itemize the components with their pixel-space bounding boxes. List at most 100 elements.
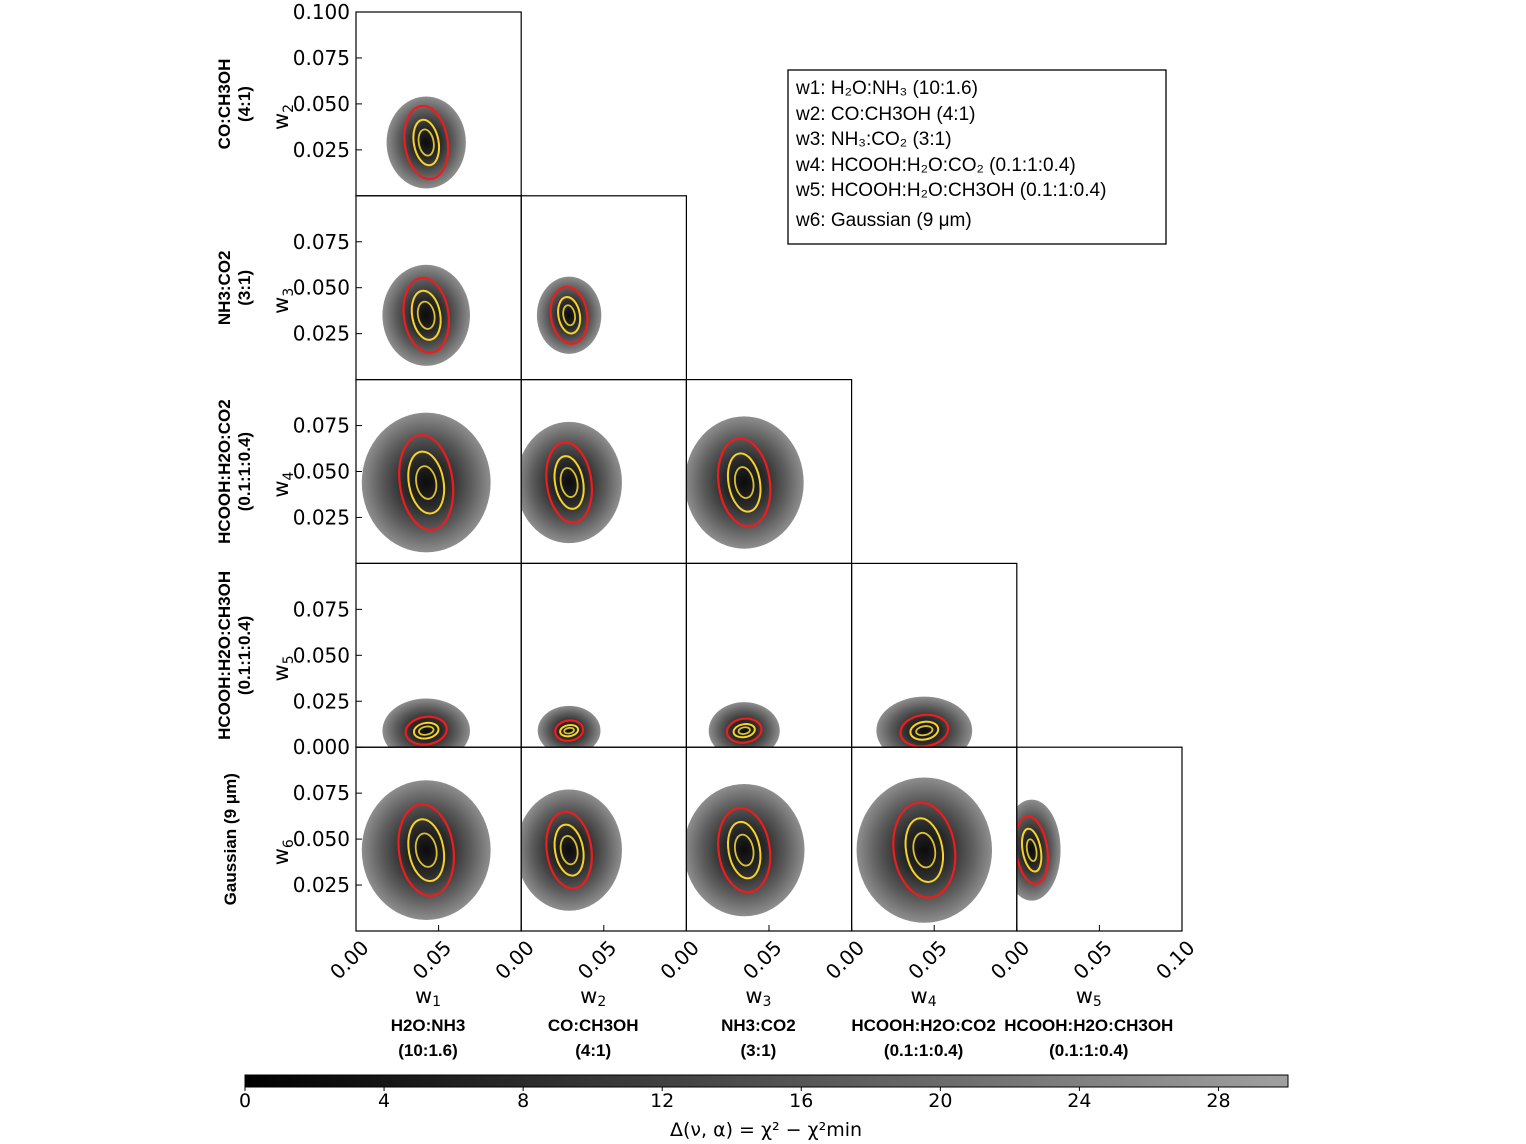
panel-w2-w4 [521, 421, 622, 544]
panel-w2-w3 [536, 276, 602, 354]
col-component-ratio: (4:1) [575, 1041, 611, 1060]
x-axis-label-sub: 4 [928, 994, 937, 1010]
row-component-ratio: (0.1:1:0.4) [235, 616, 254, 695]
x-tick-label: 0.00 [986, 936, 1034, 984]
x-axis-label-sub: 2 [597, 994, 606, 1010]
y-tick-label: 0.025 [293, 873, 350, 897]
panels-layer [355, 11, 1183, 932]
red-contour [549, 285, 589, 345]
yellow-contour-outer [412, 118, 441, 167]
legend-entry-w5: w5: HCOOH:H₂O:CH3OH (0.1:1:0.4) [795, 180, 1106, 201]
colorbar-tick-label: 24 [1067, 1090, 1091, 1112]
red-contour [725, 717, 763, 744]
red-contour [397, 803, 456, 897]
y-tick-label: 0.075 [293, 597, 350, 621]
y-tick-label: 0.075 [293, 781, 350, 805]
red-contour [545, 441, 593, 524]
panel-w4-w6 [856, 777, 993, 923]
y-tick-label: 0.000 [293, 735, 350, 759]
y-axis-label-sub: 3 [281, 288, 297, 297]
col-component-name: HCOOH:H2O:CH3OH [1004, 1016, 1173, 1035]
panel-w3-w5 [708, 702, 780, 748]
red-contour [545, 810, 593, 890]
chi2-surface [1016, 799, 1061, 901]
x-tick-label: 0.00 [821, 936, 869, 984]
colorbar-tick-label: 16 [789, 1090, 813, 1112]
x-axis-label: w4 [911, 984, 937, 1010]
y-tick-label: 0.100 [293, 0, 350, 24]
colorbar-label: Δ(ν, α) = χ² − χ²min [670, 1119, 862, 1141]
yellow-contour-inner [912, 831, 937, 869]
yellow-contour-outer [904, 817, 945, 883]
chi2-surface [708, 702, 780, 748]
y-tick-label: 0.025 [293, 505, 350, 529]
red-contour [403, 104, 450, 181]
row-component-name: HCOOH:H2O:CH3OH [215, 571, 234, 740]
y-tick-label: 0.050 [293, 276, 350, 300]
yellow-contour-outer [410, 289, 442, 341]
yellow-contour-outer [412, 721, 440, 740]
chi2-surface [856, 777, 993, 923]
chi2-surface [686, 416, 804, 549]
chi2-surface [536, 276, 602, 354]
x-tick-label: 0.05 [408, 936, 456, 984]
row-component-ratio: (4:1) [235, 86, 254, 122]
x-axis-label: w3 [745, 984, 771, 1010]
legend: w1: H₂O:NH₃ (10:1.6) w2: CO:CH3OH (4:1) … [787, 69, 1167, 245]
yellow-contour-inner [733, 466, 755, 499]
yellow-contour-outer [407, 450, 446, 515]
yellow-contour-inner [733, 833, 755, 867]
row-component-name: HCOOH:H2O:CO2 [215, 399, 234, 544]
panel-w2-w5 [537, 705, 601, 748]
y-tick-label: 0.025 [293, 689, 350, 713]
x-axis-label-sub: 5 [1093, 994, 1102, 1010]
yellow-contour-outer [726, 452, 762, 513]
y-tick-label: 0.025 [293, 138, 350, 162]
yellow-contour-inner [414, 832, 438, 868]
x-tick-label: 0.05 [738, 936, 786, 984]
panel-w1-w3 [382, 264, 470, 366]
red-contour [554, 719, 585, 742]
yellow-contour-inner [417, 128, 435, 157]
row-component-label: CO:CH3OH (4:1) [215, 59, 254, 150]
col-component-name: CO:CH3OH [548, 1016, 639, 1035]
legend-entry-w1: w1: H₂O:NH₃ (10:1.6) [795, 78, 978, 99]
yellow-contour-inner [1025, 838, 1038, 862]
row-component-label: HCOOH:H2O:CO2 (0.1:1:0.4) [215, 399, 254, 544]
panel-w2-w6 [521, 789, 622, 911]
y-tick-label: 0.075 [293, 46, 350, 70]
legend-frame [787, 69, 1167, 245]
panel-w1-w2 [386, 96, 466, 189]
legend-entry-w2: w2: CO:CH3OH (4:1) [795, 104, 975, 125]
yellow-contour-outer [909, 720, 940, 741]
chi2-surface [361, 412, 491, 553]
col-component-ratio: (10:1.6) [398, 1041, 458, 1060]
y-axis-label: w5 [269, 655, 297, 681]
yellow-contour-outer [553, 823, 585, 877]
red-contour [404, 715, 448, 746]
row-component-name: NH3:CO2 [215, 250, 234, 325]
y-axis-label-sub: 5 [281, 655, 297, 664]
colorbar: 0 4 8 12 16 20 24 28 Δ(ν, α) = χ² − χ²min [239, 1074, 1289, 1141]
yellow-contour-outer [726, 820, 762, 880]
yellow-contour-outer [559, 724, 580, 738]
x-tick-label: 0.10 [1151, 936, 1199, 984]
y-tick-label: 0.075 [293, 230, 350, 254]
col-component-name: NH3:CO2 [721, 1016, 796, 1035]
panel-w1-w6 [361, 780, 491, 920]
yellow-contour-inner [559, 467, 579, 498]
y-tick-label: 0.050 [293, 827, 350, 851]
legend-entry-w4: w4: HCOOH:H₂O:CO₂ (0.1:1:0.4) [795, 155, 1076, 176]
yellow-contour-inner [417, 725, 435, 736]
yellow-contour-outer [732, 723, 756, 739]
colorbar-tick-label: 20 [928, 1090, 952, 1112]
x-tick-label: 0.05 [1068, 936, 1116, 984]
colorbar-tick-label: 28 [1206, 1090, 1230, 1112]
red-contour [717, 437, 772, 528]
red-contour [398, 433, 455, 532]
colorbar-tick-label: 12 [650, 1090, 674, 1112]
yellow-contour-outer [553, 455, 585, 510]
chi2-surface [876, 696, 973, 748]
y-tick-label: 0.050 [293, 460, 350, 484]
